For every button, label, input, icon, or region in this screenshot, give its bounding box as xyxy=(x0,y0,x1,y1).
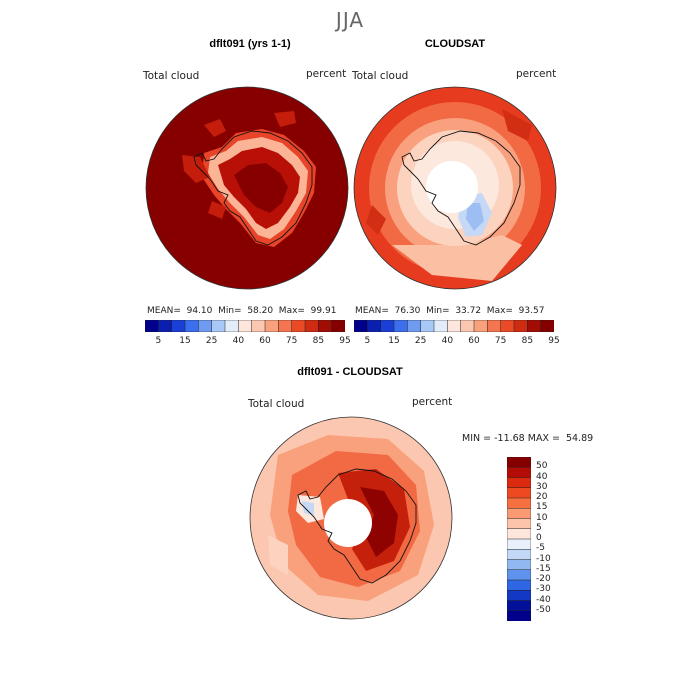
panel1-title: dflt091 (yrs 1-1) xyxy=(209,38,291,50)
colorbar-swatch xyxy=(331,320,345,332)
colorbar-tick-label: 60 xyxy=(468,336,480,346)
panel3-colorbar xyxy=(507,457,531,621)
colorbar-swatch xyxy=(460,320,475,332)
colorbar-swatch xyxy=(507,467,531,479)
colorbar-tick-label: 40 xyxy=(536,471,548,482)
colorbar-tick-label: 30 xyxy=(536,481,548,492)
colorbar-swatch xyxy=(304,320,319,332)
colorbar-tick-label: 75 xyxy=(494,336,507,346)
colorbar-swatch xyxy=(487,320,502,332)
panel3-minmax: MIN = -11.68 MAX = 54.89 xyxy=(462,433,594,444)
colorbar-swatch xyxy=(393,320,408,332)
colorbar-tick-label: -15 xyxy=(536,563,551,574)
colorbar-tick-label: 75 xyxy=(285,336,298,346)
colorbar-swatch xyxy=(433,320,448,332)
colorbar-swatch xyxy=(507,569,531,581)
panel1-stats: MEAN= 94.10 Min= 58.20 Max= 99.91 xyxy=(147,306,337,316)
colorbar-tick-label: 15 xyxy=(179,336,191,346)
panel1-colorbar-ticks: 5 15 25 40 60 75 85 95 xyxy=(145,336,350,348)
colorbar-swatch xyxy=(473,320,488,332)
colorbar-swatch xyxy=(251,320,266,332)
panel2-variable-label: Total cloud xyxy=(352,70,409,82)
panel3-units-label: percent xyxy=(412,396,453,408)
colorbar-tick-label: -10 xyxy=(536,553,551,564)
colorbar-swatch xyxy=(507,457,531,468)
colorbar-swatch xyxy=(507,549,531,561)
colorbar-tick-label: 0 xyxy=(536,533,542,543)
colorbar-tick-label: 20 xyxy=(536,492,548,502)
colorbar-swatch xyxy=(507,508,531,520)
panel2-units-label: percent xyxy=(516,68,557,80)
panel2-colorbar-ticks: 5 15 25 40 60 75 85 95 xyxy=(354,336,559,348)
colorbar-tick-label: -20 xyxy=(536,574,551,584)
colorbar-swatch xyxy=(447,320,462,332)
colorbar-swatch xyxy=(158,320,173,332)
colorbar-swatch xyxy=(540,320,554,332)
colorbar-swatch xyxy=(507,518,531,530)
colorbar-swatch xyxy=(278,320,293,332)
colorbar-tick-label: -5 xyxy=(536,543,545,554)
colorbar-tick-label: 5 xyxy=(155,336,162,346)
panel3-polar-map xyxy=(249,416,453,620)
colorbar-swatch xyxy=(145,320,159,332)
colorbar-swatch xyxy=(171,320,186,332)
colorbar-swatch xyxy=(507,497,531,509)
colorbar-swatch xyxy=(527,320,542,332)
colorbar-swatch xyxy=(507,559,531,571)
colorbar-swatch xyxy=(507,477,531,489)
colorbar-swatch xyxy=(507,487,531,499)
colorbar-swatch xyxy=(211,320,226,332)
colorbar-tick-label: 5 xyxy=(536,522,542,533)
panel3-title: dflt091 - CLOUDSAT xyxy=(297,366,403,378)
colorbar-swatch xyxy=(507,610,531,621)
colorbar-tick-label: 40 xyxy=(232,336,245,346)
colorbar-swatch xyxy=(238,320,253,332)
colorbar-tick-label: 85 xyxy=(521,336,534,346)
colorbar-swatch xyxy=(507,600,531,612)
colorbar-tick-label: 15 xyxy=(388,336,400,346)
panel1-units-label: percent xyxy=(306,68,347,80)
colorbar-swatch xyxy=(500,320,515,332)
colorbar-swatch xyxy=(513,320,528,332)
panel2-colorbar xyxy=(354,320,554,332)
panel2-title: CLOUDSAT xyxy=(424,38,486,50)
colorbar-tick-label: 95 xyxy=(339,336,351,346)
panel2-polar-map xyxy=(353,86,557,290)
colorbar-swatch xyxy=(184,320,199,332)
colorbar-tick-label: -30 xyxy=(536,584,551,595)
colorbar-swatch xyxy=(264,320,279,332)
colorbar-swatch xyxy=(291,320,306,332)
figure-title: JJA xyxy=(335,8,365,32)
colorbar-swatch xyxy=(507,579,531,591)
colorbar-tick-label: 95 xyxy=(548,336,560,346)
colorbar-swatch xyxy=(507,590,531,602)
colorbar-tick-label: -50 xyxy=(536,604,551,615)
colorbar-tick-label: 25 xyxy=(414,336,427,346)
colorbar-swatch xyxy=(507,528,531,540)
panel2-stats: MEAN= 76.30 Min= 33.72 Max= 93.57 xyxy=(355,306,545,316)
colorbar-swatch xyxy=(380,320,395,332)
colorbar-swatch xyxy=(407,320,422,332)
colorbar-tick-label: 10 xyxy=(536,512,548,523)
colorbar-tick-label: 50 xyxy=(536,461,548,472)
colorbar-swatch xyxy=(507,538,531,550)
colorbar-tick-label: 25 xyxy=(205,336,218,346)
colorbar-tick-label: 85 xyxy=(312,336,325,346)
panel1-polar-map xyxy=(145,86,349,290)
panel3-variable-label: Total cloud xyxy=(248,398,305,410)
colorbar-swatch xyxy=(367,320,382,332)
colorbar-tick-label: -40 xyxy=(536,594,551,605)
panel3-colorbar-ticks: 50 40 30 20 15 10 5 0 -5 -10 -15 -20 -30 -40 -50 xyxy=(536,457,576,621)
panel1-variable-label: Total cloud xyxy=(143,70,200,82)
colorbar-tick-label: 15 xyxy=(536,502,548,513)
colorbar-tick-label: 5 xyxy=(364,336,371,346)
colorbar-swatch xyxy=(318,320,333,332)
colorbar-tick-label: 60 xyxy=(259,336,271,346)
colorbar-swatch xyxy=(354,320,368,332)
colorbar-swatch xyxy=(198,320,213,332)
colorbar-tick-label: 40 xyxy=(441,336,454,346)
colorbar-swatch xyxy=(224,320,239,332)
panel1-colorbar xyxy=(145,320,345,332)
colorbar-swatch xyxy=(420,320,435,332)
